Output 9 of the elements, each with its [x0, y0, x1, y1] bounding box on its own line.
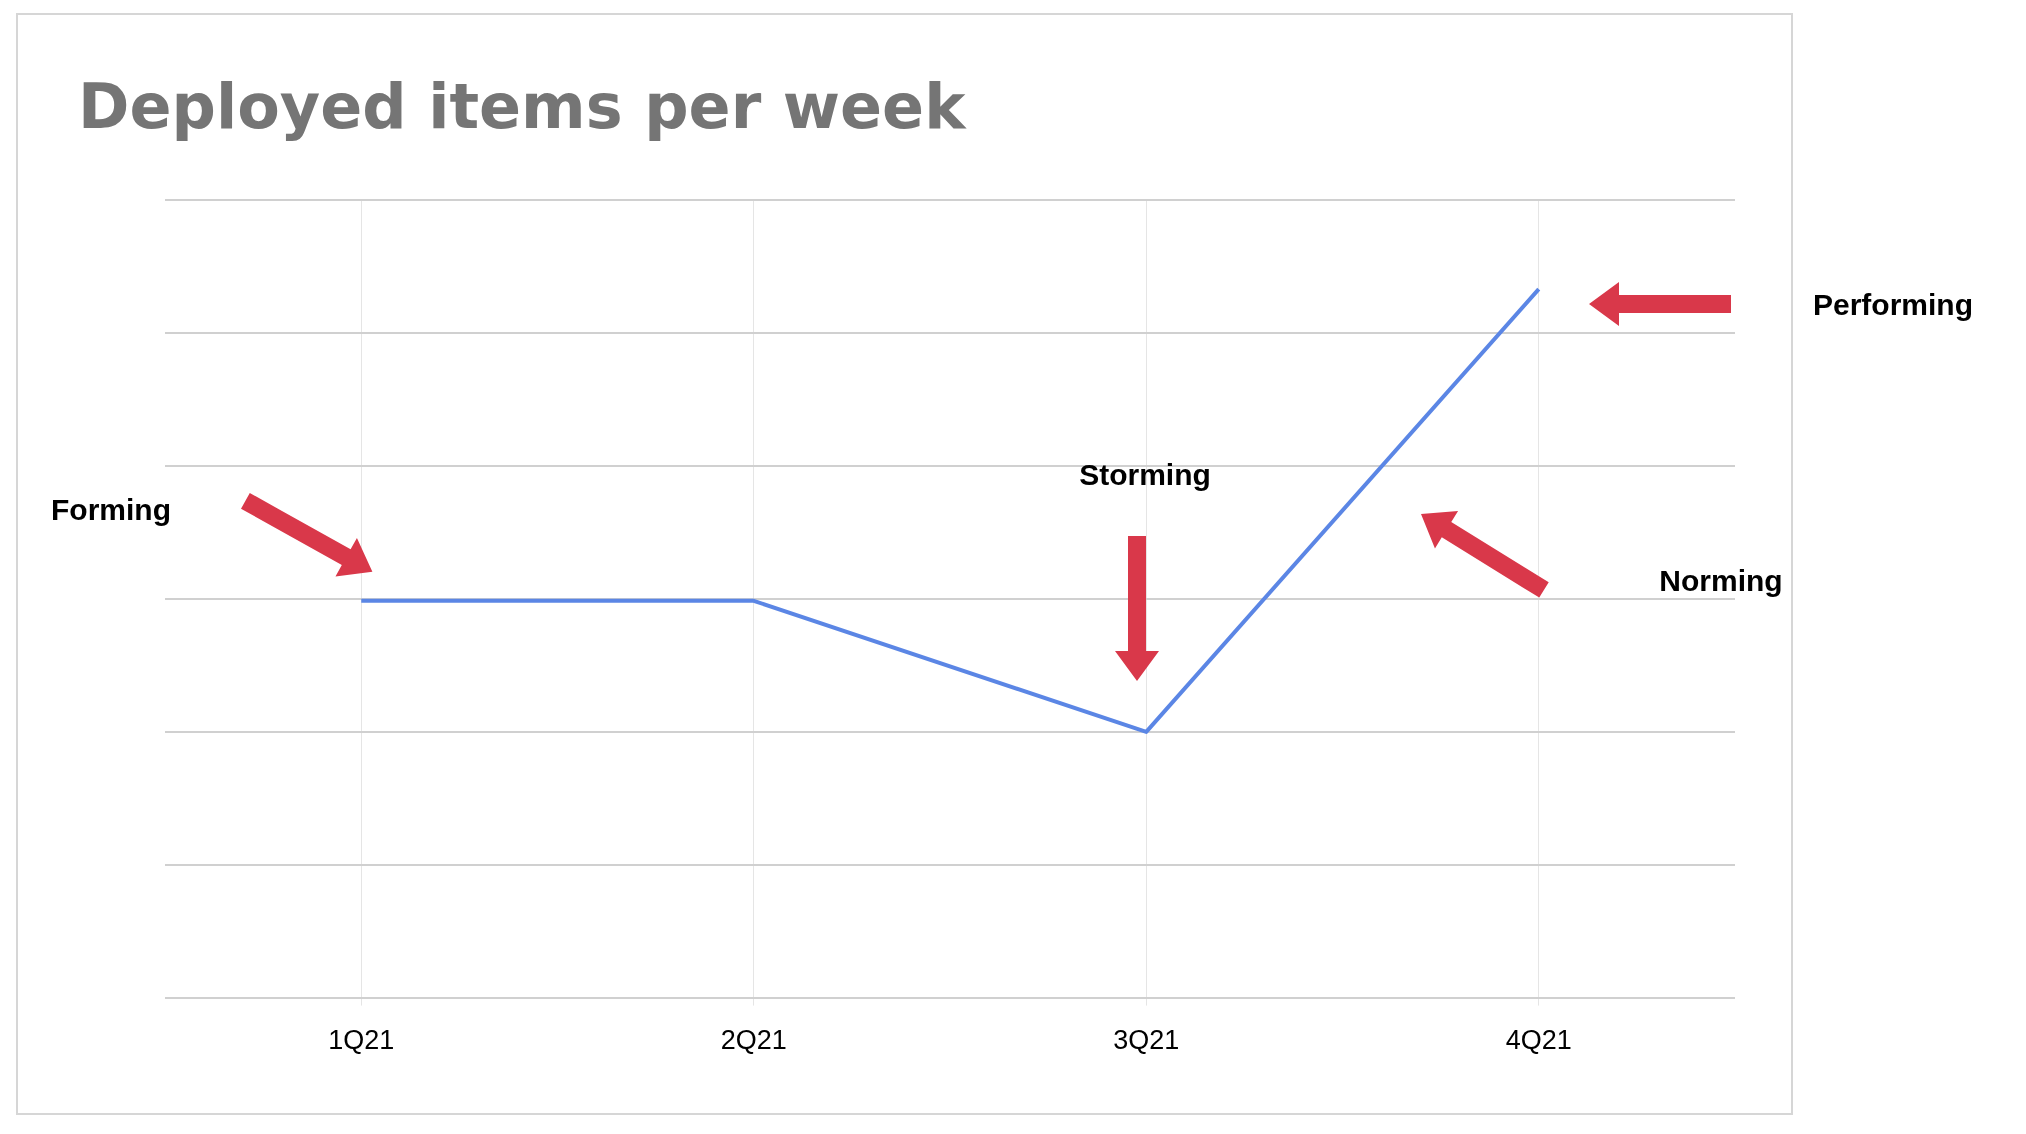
chart-title: Deployed items per week — [78, 70, 966, 143]
x-tick-label: 4Q21 — [1505, 1025, 1572, 1056]
annotation: Storming — [1079, 458, 1211, 492]
x-tick-label: 2Q21 — [720, 1025, 787, 1056]
x-tick-label: 1Q21 — [328, 1025, 395, 1056]
text: Performing — [1812, 288, 1974, 322]
annotation: Norming — [1659, 564, 1783, 598]
x-tick-label: 3Q21 — [1113, 1025, 1180, 1056]
annotation: Forming — [51, 493, 171, 527]
